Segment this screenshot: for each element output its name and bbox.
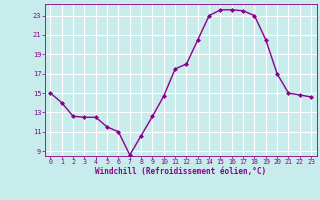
X-axis label: Windchill (Refroidissement éolien,°C): Windchill (Refroidissement éolien,°C) [95,167,266,176]
